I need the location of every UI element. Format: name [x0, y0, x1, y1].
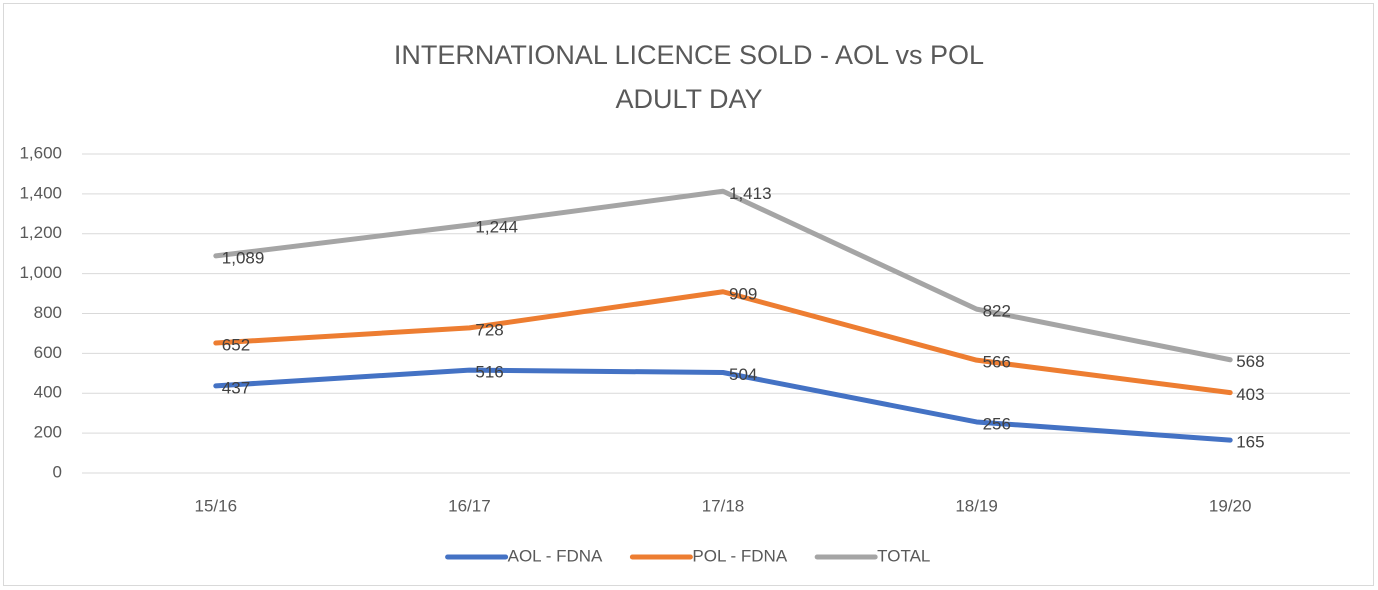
data-label: 909	[729, 284, 757, 303]
data-label: 652	[222, 335, 250, 354]
y-tick-label: 1,200	[19, 223, 62, 242]
y-tick-label: 400	[34, 383, 62, 402]
y-tick-label: 0	[53, 462, 62, 481]
data-label: 437	[222, 378, 250, 397]
data-label: 516	[475, 363, 503, 382]
y-tick-label: 1,400	[19, 183, 62, 202]
y-tick-label: 800	[34, 303, 62, 322]
data-label: 568	[1236, 352, 1264, 371]
data-label: 1,413	[729, 184, 772, 203]
y-tick-label: 600	[34, 343, 62, 362]
data-label: 566	[983, 353, 1011, 372]
data-label: 822	[983, 302, 1011, 321]
y-tick-label: 200	[34, 423, 62, 442]
data-label: 504	[729, 365, 757, 384]
legend-label: POL - FDNA	[692, 546, 787, 565]
x-tick-label: 19/20	[1209, 496, 1252, 515]
data-label: 1,244	[475, 217, 518, 236]
x-tick-label: 18/19	[955, 496, 998, 515]
chart-subtitle: ADULT DAY	[615, 84, 762, 114]
chart-title: INTERNATIONAL LICENCE SOLD - AOL vs POL	[394, 40, 984, 70]
series-line	[213, 188, 1233, 363]
data-label: 403	[1236, 385, 1264, 404]
data-label: 1,089	[222, 248, 265, 267]
legend-label: TOTAL	[877, 546, 930, 565]
y-tick-label: 1,000	[19, 263, 62, 282]
data-label: 256	[983, 414, 1011, 433]
series-line	[213, 367, 1233, 443]
data-label: 728	[475, 320, 503, 339]
x-tick-label: 16/17	[448, 496, 491, 515]
x-tick-label: 15/16	[195, 496, 238, 515]
y-tick-label: 1,600	[19, 143, 62, 162]
legend-label: AOL - FDNA	[508, 546, 603, 565]
series-line	[213, 289, 1233, 396]
data-label: 165	[1236, 433, 1264, 452]
x-tick-label: 17/18	[702, 496, 745, 515]
